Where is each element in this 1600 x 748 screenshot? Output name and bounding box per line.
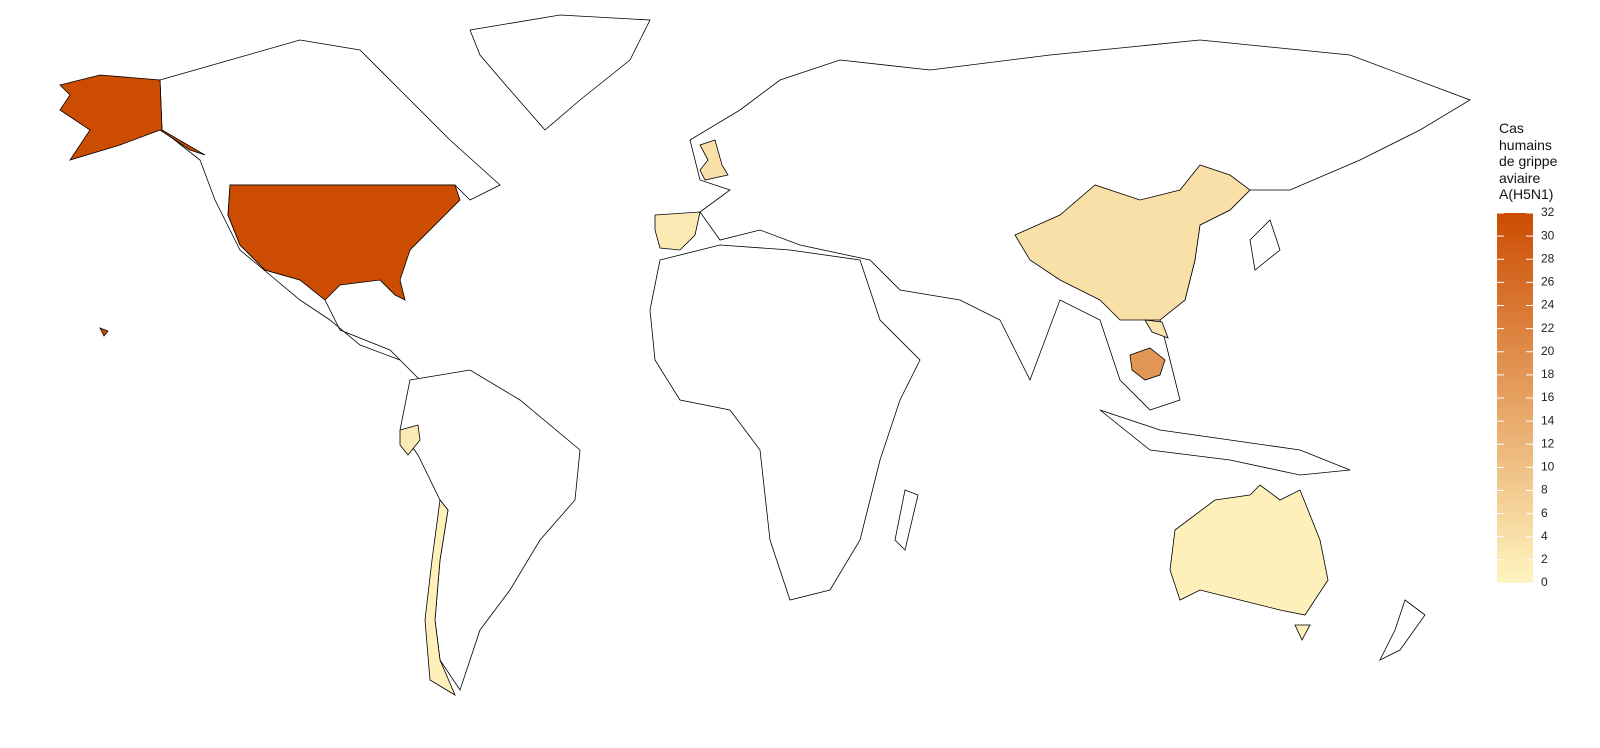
tick-label: 26 xyxy=(1541,275,1555,289)
tick-label: 30 xyxy=(1541,228,1555,242)
region xyxy=(59,74,206,161)
indonesia xyxy=(1099,409,1351,476)
tick-label: 4 xyxy=(1541,529,1548,543)
tick-label: 28 xyxy=(1541,251,1555,265)
region xyxy=(1129,347,1166,381)
regions xyxy=(59,74,1329,696)
tick-label: 24 xyxy=(1541,298,1555,312)
tick-label: 2 xyxy=(1541,552,1548,566)
japan xyxy=(1249,219,1281,271)
region xyxy=(399,424,421,456)
region xyxy=(424,499,456,696)
tick-label: 0 xyxy=(1541,575,1548,589)
tick-label: 32 xyxy=(1541,205,1555,219)
region xyxy=(1014,164,1251,321)
tick-label: 6 xyxy=(1541,506,1548,520)
region xyxy=(654,211,701,251)
tick-label: 18 xyxy=(1541,367,1555,381)
region xyxy=(1144,319,1169,339)
africa xyxy=(649,244,921,601)
region xyxy=(227,184,461,301)
madagascar xyxy=(894,489,919,551)
tick-label: 16 xyxy=(1541,390,1555,404)
south-america xyxy=(399,369,581,691)
greenland xyxy=(469,14,651,131)
tick-label: 14 xyxy=(1541,413,1555,427)
region xyxy=(1294,624,1311,641)
tick-label: 12 xyxy=(1541,436,1555,450)
tick-label: 10 xyxy=(1541,460,1555,474)
tick-label: 22 xyxy=(1541,321,1555,335)
new-zealand xyxy=(1379,599,1426,661)
region xyxy=(699,139,729,181)
tick-label: 20 xyxy=(1541,344,1555,358)
tick-label: 8 xyxy=(1541,483,1548,497)
legend-title: Cas humains de grippe aviaire A(H5N1) xyxy=(1499,120,1558,202)
region xyxy=(1169,484,1329,616)
region xyxy=(99,327,109,337)
